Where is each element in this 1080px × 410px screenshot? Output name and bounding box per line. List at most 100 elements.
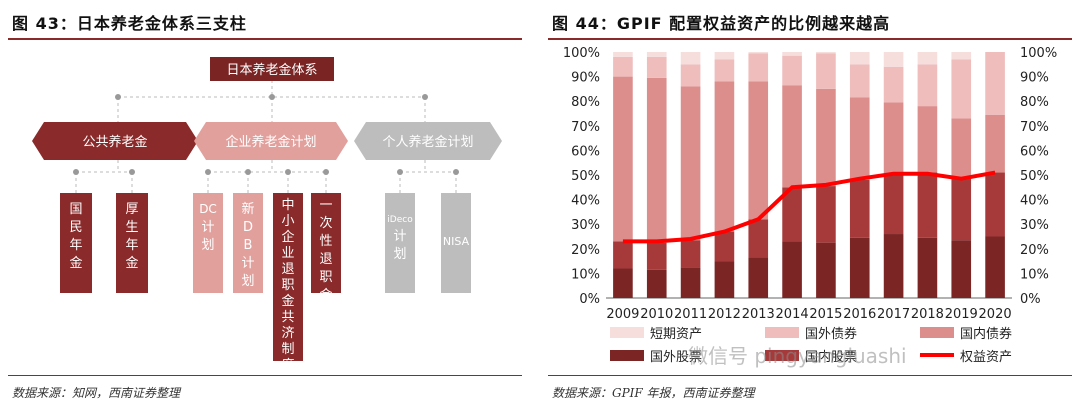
box-national-pension bbox=[60, 193, 92, 293]
box-new-db-plan bbox=[233, 193, 263, 293]
bar-segment bbox=[816, 186, 836, 243]
leaf-box-label: 计 bbox=[241, 256, 254, 271]
bar-segment bbox=[951, 240, 972, 298]
right-figure-panel: 图 44：GPIF 配置权益资产的比例越来越高 0% 0% 10% 10% 20% 20%… bbox=[540, 0, 1080, 410]
bar-segment bbox=[816, 52, 836, 54]
leaf-box-label: 计 bbox=[201, 220, 214, 235]
bar-segment bbox=[917, 172, 938, 238]
bar-segment bbox=[883, 66, 904, 103]
bar-segment bbox=[613, 268, 633, 298]
y-tick-label-left: 60% bbox=[571, 144, 600, 159]
leaf-box-label: 退 bbox=[281, 262, 294, 277]
bar-segment bbox=[782, 187, 802, 242]
leaf-box-label: 金 bbox=[69, 255, 82, 271]
leaf-box-label: 企 bbox=[281, 229, 294, 245]
leaf-box-label: 划 bbox=[241, 274, 254, 289]
y-tick-label-left: 70% bbox=[571, 120, 600, 135]
leaf-box-label: 次 bbox=[319, 215, 332, 231]
left-footer-rule bbox=[8, 375, 522, 376]
bar-segment bbox=[816, 53, 836, 89]
leaf-box-label: iDeco bbox=[387, 215, 413, 225]
leaf-box-label: 划 bbox=[201, 238, 214, 253]
legend-label: 国内债券 bbox=[960, 326, 1012, 342]
bar-segment bbox=[849, 179, 870, 238]
x-tick-label: 2014 bbox=[776, 307, 809, 322]
left-source-note: 数据来源：知网，西南证券整理 bbox=[12, 386, 181, 400]
legend-swatch bbox=[765, 327, 799, 338]
pillar-label: 企业养老金计划 bbox=[225, 134, 316, 150]
bar-segment bbox=[951, 59, 972, 119]
x-tick-label: 2019 bbox=[945, 307, 978, 322]
y-tick-label-right: 60% bbox=[1020, 144, 1049, 159]
leaf-box-label: 厚 bbox=[125, 202, 138, 217]
bar-segment bbox=[883, 234, 904, 298]
box-employees-pension bbox=[116, 193, 148, 293]
y-tick-label-right: 10% bbox=[1020, 267, 1049, 282]
leaf-box-label: 退 bbox=[319, 252, 332, 267]
leaf-box-label: 度 bbox=[281, 357, 294, 370]
bar-segment bbox=[680, 267, 701, 298]
bar-segment bbox=[917, 64, 938, 107]
bar-segment bbox=[782, 52, 802, 56]
connector-lines bbox=[75, 80, 457, 193]
leaf-box-label: 制 bbox=[281, 342, 294, 357]
bar-segment bbox=[917, 52, 938, 65]
leaf-box-label: B bbox=[244, 238, 253, 253]
right-footer-rule bbox=[548, 375, 1072, 376]
box-ideco-plan bbox=[385, 193, 415, 293]
bar-segment bbox=[917, 106, 938, 173]
y-tick-label-right: 50% bbox=[1020, 169, 1049, 184]
x-tick-label: 2010 bbox=[640, 307, 673, 322]
right-title-rule bbox=[548, 38, 1072, 40]
leaf-box-label: 金 bbox=[319, 287, 332, 303]
left-title-rule bbox=[8, 38, 522, 40]
y-tick-label-left: 0% bbox=[579, 292, 600, 307]
legend-label: 短期资产 bbox=[650, 327, 702, 342]
x-tick-label: 2009 bbox=[606, 307, 639, 322]
y-tick-label-right: 70% bbox=[1020, 120, 1049, 135]
leaf-box-label: 年 bbox=[125, 238, 138, 253]
right-figure-title: 图 44：GPIF 配置权益资产的比例越来越高 bbox=[552, 14, 891, 33]
x-tick-label: 2018 bbox=[911, 307, 944, 322]
legend-label: 国外债券 bbox=[805, 326, 857, 342]
bar-segment bbox=[714, 52, 735, 60]
bar-segment bbox=[680, 240, 701, 268]
bar-segment bbox=[883, 102, 904, 174]
bar-segment bbox=[951, 52, 972, 60]
leaf-box-label: 济 bbox=[281, 326, 294, 341]
leaf-box-label: 中 bbox=[281, 198, 294, 213]
equity-share-line bbox=[622, 170, 996, 244]
box-smb-retirement-fund bbox=[273, 193, 303, 361]
bar-segment bbox=[782, 55, 802, 86]
y-tick-label-right: 100% bbox=[1020, 46, 1057, 61]
pillar-public-pension bbox=[32, 122, 198, 160]
bar-segment bbox=[748, 53, 769, 82]
legend-swatch bbox=[920, 327, 954, 338]
bar-segment bbox=[680, 52, 701, 65]
x-tick-label: 2013 bbox=[742, 307, 775, 322]
bar-segment bbox=[985, 114, 1005, 173]
y-tick-label-right: 80% bbox=[1020, 95, 1049, 110]
right-source-note: 数据来源：GPIF 年报，西南证券整理 bbox=[552, 386, 755, 400]
box-lump-sum-retirement bbox=[311, 193, 341, 293]
bar-segment bbox=[951, 118, 972, 179]
y-tick-label-left: 40% bbox=[571, 194, 600, 209]
y-tick-label-left: 80% bbox=[571, 95, 600, 110]
y-tick-label-left: 20% bbox=[571, 243, 600, 258]
pillar-label: 公共养老金 bbox=[82, 134, 147, 150]
leaf-box-label: 年 bbox=[69, 238, 82, 253]
legend-swatch bbox=[765, 350, 799, 361]
leaf-box-label: 国 bbox=[69, 202, 82, 217]
y-tick-label-left: 90% bbox=[571, 71, 600, 86]
bar-segment bbox=[883, 52, 904, 67]
x-tick-label: 2015 bbox=[809, 307, 842, 322]
y-tick-label-right: 90% bbox=[1020, 71, 1049, 86]
leaf-box-label: 一 bbox=[319, 198, 332, 213]
legend-label: 国外股票 bbox=[650, 350, 702, 365]
bar-segment bbox=[748, 81, 769, 220]
bar-segment bbox=[883, 173, 904, 235]
root-node bbox=[210, 57, 334, 81]
connector-dots bbox=[73, 94, 459, 175]
bar-segment bbox=[748, 52, 769, 54]
